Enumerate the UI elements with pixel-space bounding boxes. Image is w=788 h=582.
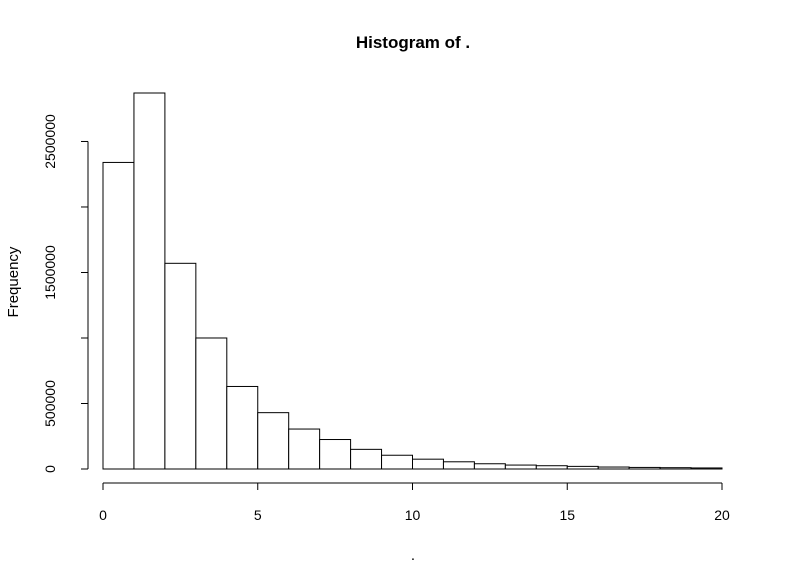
y-axis: 0 500000 1500000 2500000 — [42, 114, 89, 473]
histogram-bar — [288, 428, 321, 470]
y-axis-label: Frequency — [5, 246, 22, 317]
histogram-bar — [350, 448, 383, 470]
histogram-bar — [628, 466, 661, 470]
y-tick-label: 500000 — [42, 380, 58, 427]
x-tick-label: 5 — [254, 507, 262, 523]
x-tick-label: 10 — [405, 507, 421, 523]
histogram-bar — [164, 262, 197, 470]
histogram-bar — [133, 92, 166, 470]
histogram-bar — [473, 463, 506, 470]
histogram-bar — [102, 161, 135, 470]
histogram-bar — [504, 464, 537, 470]
histogram-bar — [412, 458, 444, 470]
histogram-bar — [257, 412, 290, 470]
histogram-bar — [381, 454, 413, 470]
chart-title: Histogram of . — [356, 33, 470, 52]
histogram-bar — [319, 439, 352, 470]
y-tick-label: 1500000 — [42, 245, 58, 300]
histogram-bar — [597, 466, 630, 470]
y-tick-label: 2500000 — [42, 114, 58, 169]
histogram-bar — [566, 465, 599, 470]
bars-group — [102, 92, 723, 470]
histogram-bar — [659, 467, 692, 470]
x-axis: 0 5 10 15 20 — [99, 482, 730, 523]
histogram-bar — [690, 467, 723, 470]
x-tick-label: 15 — [559, 507, 575, 523]
y-tick-label: 0 — [42, 465, 58, 473]
histogram-bar — [535, 465, 568, 470]
x-tick-label: 20 — [714, 507, 730, 523]
x-axis-label: . — [411, 547, 415, 564]
x-tick-label: 0 — [99, 507, 107, 523]
histogram-bar — [442, 461, 475, 470]
histogram-bar — [195, 337, 228, 470]
histogram-bar — [226, 385, 259, 470]
